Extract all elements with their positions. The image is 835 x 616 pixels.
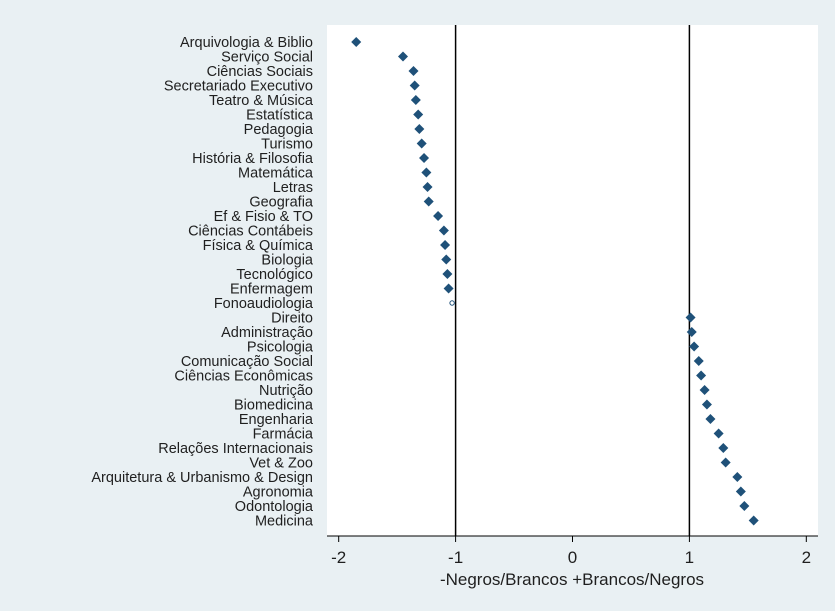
data-point [442, 269, 453, 279]
y-tick-label: Estatística [246, 108, 314, 124]
y-tick-label: Turismo [261, 137, 313, 153]
plot-area [327, 25, 818, 536]
y-tick-label: Relações Internacionais [158, 441, 313, 457]
y-tick-label: Medicina [255, 514, 314, 530]
data-point [699, 385, 710, 395]
y-tick-label: Ciências Contábeis [188, 224, 313, 240]
x-axis-title: -Negros/Brancos +Brancos/Negros [440, 570, 704, 589]
data-point [696, 370, 707, 381]
data-point [419, 153, 430, 163]
data-point [720, 457, 731, 468]
y-tick-label: Serviço Social [221, 50, 313, 66]
x-tick-label: -1 [448, 548, 463, 567]
y-tick-label: Biomedicina [234, 398, 314, 414]
data-point [410, 95, 421, 105]
data-point [748, 515, 759, 526]
data-point [441, 254, 452, 265]
data-point [414, 124, 425, 134]
data-point [416, 138, 427, 149]
data-point [413, 109, 424, 120]
y-tick-label: Direito [271, 311, 313, 327]
data-point [421, 167, 432, 178]
y-tick-label: Arquivologia & Biblio [180, 35, 313, 51]
y-tick-label: Secretariado Executivo [164, 79, 313, 95]
data-point [438, 225, 449, 236]
x-axis-ticks: -2 -1 0 1 2 [331, 536, 811, 567]
data-point [732, 472, 743, 482]
y-tick-label: Letras [273, 180, 313, 196]
y-tick-label: Ef & Fisio & TO [214, 209, 313, 225]
x-tick-label: -2 [331, 548, 346, 567]
y-tick-label: Física & Química [203, 238, 314, 254]
data-point [433, 211, 444, 221]
y-tick-label: História & Filosofia [192, 151, 314, 167]
y-tick-label: Odontologia [235, 499, 314, 515]
data-point [686, 327, 697, 337]
x-tick-label: 2 [802, 548, 811, 567]
data-point [735, 486, 746, 497]
y-tick-label: Vet & Zoo [249, 456, 313, 472]
y-tick-label: Matemática [238, 166, 314, 182]
data-point [408, 66, 419, 76]
y-tick-label: Administração [221, 325, 313, 341]
y-tick-label: Engenharia [239, 412, 314, 428]
y-tick-label: Arquitetura & Urbanismo & Design [91, 470, 313, 486]
y-tick-label: Teatro & Música [209, 93, 314, 109]
x-tick-label: 1 [685, 548, 694, 567]
data-point [718, 443, 729, 453]
y-tick-label: Ciências Econômicas [174, 369, 313, 385]
y-tick-label: Psicologia [247, 340, 314, 356]
data-point [685, 312, 696, 323]
y-tick-label: Enfermagem [230, 282, 313, 298]
data-markers [351, 37, 759, 526]
data-point [689, 341, 700, 352]
data-point [705, 414, 716, 424]
y-tick-label: Farmácia [253, 427, 314, 443]
y-tick-label: Ciências Sociais [207, 64, 313, 80]
data-point [693, 356, 704, 366]
data-point [422, 182, 433, 192]
y-tick-label: Nutrição [259, 383, 313, 399]
data-point [409, 80, 420, 91]
y-tick-label: Geografia [249, 195, 314, 211]
data-point [397, 51, 408, 62]
data-point [423, 196, 434, 207]
y-tick-label: Tecnológico [236, 267, 313, 283]
x-tick-label: 0 [568, 548, 577, 567]
data-point [713, 428, 724, 439]
y-tick-label: Agronomia [243, 485, 314, 501]
y-tick-label: Biologia [261, 253, 314, 269]
data-point [443, 283, 454, 294]
reference-lines [454, 25, 691, 536]
data-point [351, 37, 362, 47]
y-tick-label: Pedagogia [244, 122, 314, 138]
data-point [449, 300, 455, 306]
data-point [701, 399, 712, 410]
y-tick-label: Fonoaudiologia [214, 296, 314, 312]
data-point [440, 240, 451, 250]
data-point [739, 501, 750, 511]
y-tick-label: Comunicação Social [181, 354, 313, 370]
